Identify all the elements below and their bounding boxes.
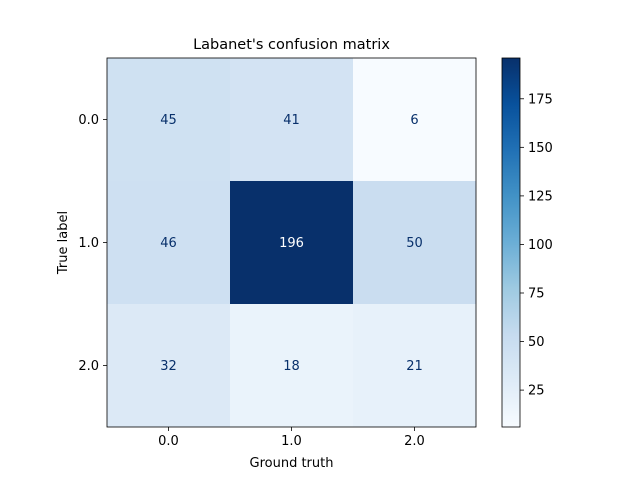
heatmap-cell-r2-c2: [353, 304, 476, 427]
heatmap-cell-r2-c0: [107, 304, 230, 427]
heatmap-cells: [107, 58, 476, 427]
y-tick-label: 1.0: [78, 236, 99, 251]
cell-value-r1-c0: 46: [160, 236, 177, 251]
y-axis-ticks: 0.0 1.0 2.0: [78, 113, 107, 374]
cell-value-r1-c2: 50: [406, 236, 423, 251]
x-tick-label: 2.0: [404, 434, 425, 449]
cell-value-r1-c1: 196: [279, 236, 304, 251]
heatmap-cell-r0-c0: [107, 58, 230, 181]
heatmap-cell-r1-c0: [107, 181, 230, 304]
x-tick-label: 0.0: [158, 434, 179, 449]
colorbar-tick-label: 25: [528, 384, 545, 399]
cell-value-r0-c2: 6: [410, 113, 418, 128]
y-tick-label: 0.0: [78, 113, 99, 128]
colorbar-tick-label: 150: [528, 141, 553, 156]
x-axis-label: Ground truth: [250, 456, 334, 471]
heatmap-cell-r0-c1: [230, 58, 353, 181]
colorbar-tick-label: 125: [528, 189, 553, 204]
colorbar-tick-label: 50: [528, 335, 545, 350]
chart-title: Labanet's confusion matrix: [193, 37, 390, 53]
cell-value-r0-c0: 45: [160, 113, 177, 128]
y-axis-label: True label: [56, 211, 71, 275]
x-tick-label: 1.0: [281, 434, 302, 449]
x-axis-ticks: 0.0 1.0 2.0: [158, 427, 425, 449]
cell-value-r2-c0: 32: [160, 359, 177, 374]
cell-value-r2-c2: 21: [406, 359, 423, 374]
heatmap-cell-r1-c2: [353, 181, 476, 304]
colorbar: [501, 57, 521, 428]
cell-value-r0-c1: 41: [283, 113, 300, 128]
heatmap-cell-r1-c1: [230, 181, 353, 304]
cell-value-r2-c1: 18: [283, 359, 300, 374]
heatmap-cell-labels: 45 41 6 46 196 50 32 18 21: [160, 113, 423, 374]
heatmap-cell-r0-c2: [353, 58, 476, 181]
colorbar-ticks: 25 50 75 100 125 150 175: [520, 92, 553, 399]
heatmap-cell-r2-c1: [230, 304, 353, 427]
colorbar-tick-label: 75: [528, 286, 545, 301]
colorbar-tick-label: 175: [528, 92, 553, 107]
y-tick-label: 2.0: [78, 359, 99, 374]
colorbar-tick-label: 100: [528, 238, 553, 253]
